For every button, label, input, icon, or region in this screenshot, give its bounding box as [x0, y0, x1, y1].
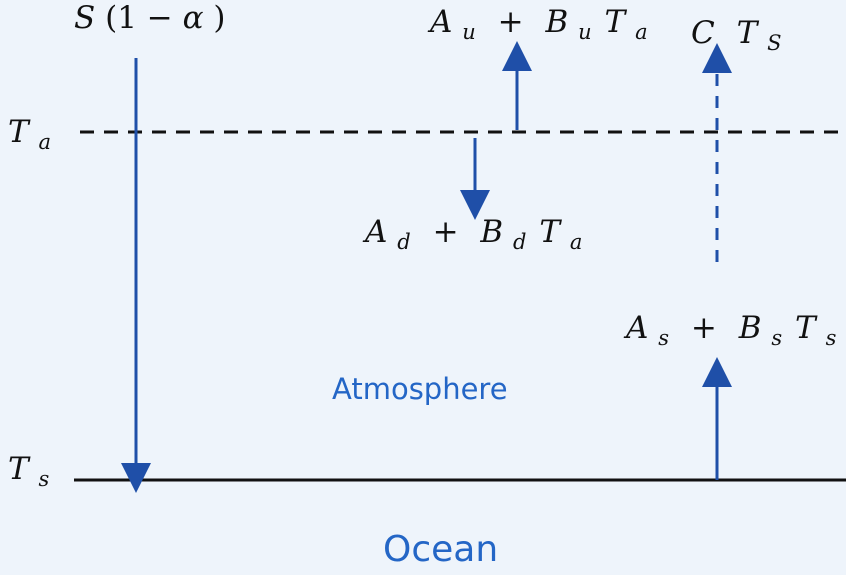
surface-flux-label: A s + B s T s	[623, 310, 837, 353]
atmosphere-label: Atmosphere	[332, 372, 508, 406]
shortwave-flux-label: S (1 − α )	[74, 0, 226, 36]
ocean-label: Ocean	[383, 529, 498, 570]
upward-atmospheric-flux-label: A u + B u T a	[427, 4, 648, 47]
atmosphere-temperature-label: T a	[8, 114, 51, 154]
surface-temperature-label: T s	[8, 451, 50, 491]
downward-atmospheric-flux-label: A d + B d T a	[362, 214, 582, 257]
cts-label: C T S	[691, 15, 782, 55]
